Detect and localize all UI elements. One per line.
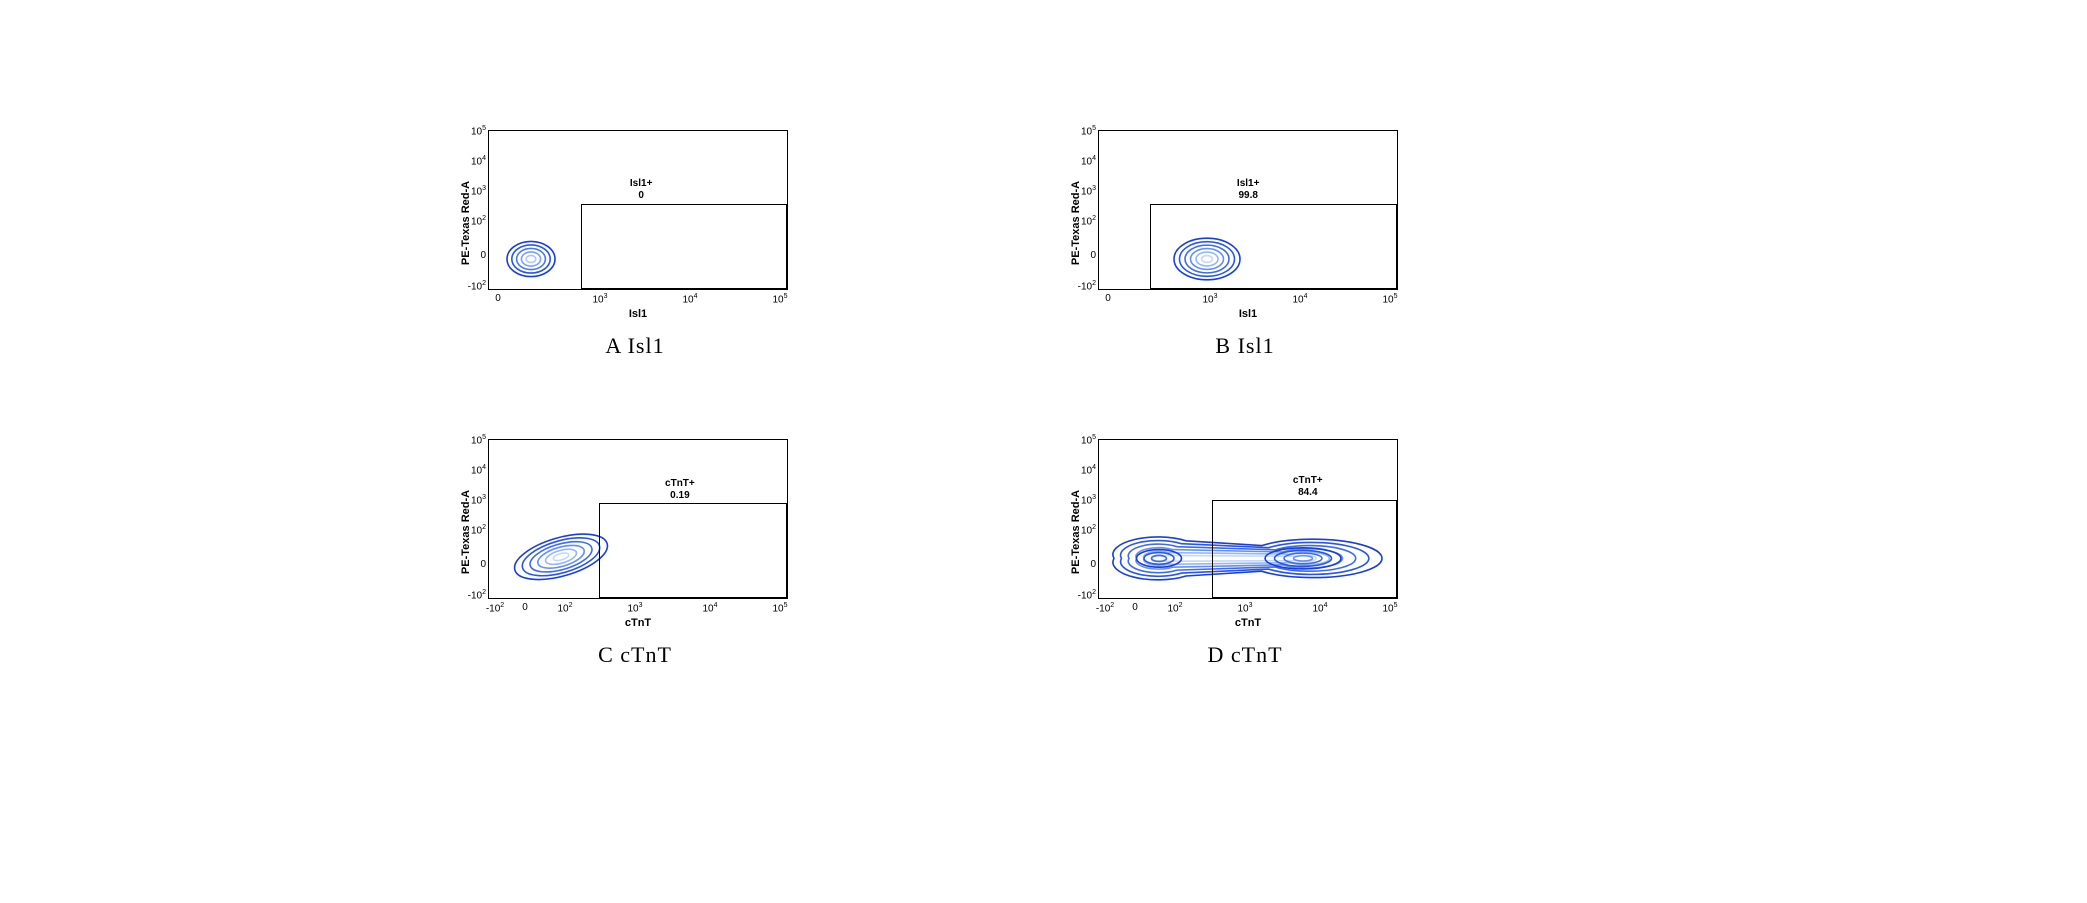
- gate-label-C: cTnT+ 0.19: [650, 478, 710, 502]
- ytick: 0: [1070, 559, 1096, 570]
- xtick: 102: [550, 602, 580, 614]
- ytick: -102: [1070, 589, 1096, 601]
- xtick: 102: [1160, 602, 1190, 614]
- gate-box-A: [581, 204, 787, 289]
- plot-area-B: Isl1+ 99.8: [1098, 130, 1398, 290]
- gate-name: cTnT+: [665, 478, 695, 489]
- ytick: 104: [460, 155, 486, 167]
- xtick: 105: [765, 293, 795, 305]
- ytick: 105: [460, 125, 486, 137]
- ytick: 102: [460, 215, 486, 227]
- ytick: 0: [460, 250, 486, 261]
- xtick: 104: [695, 602, 725, 614]
- xtick: 105: [1375, 602, 1405, 614]
- xtick: -102: [480, 602, 510, 614]
- ytick: -102: [460, 589, 486, 601]
- ytick: 102: [460, 524, 486, 536]
- plot-area-A: Isl1+ 0: [488, 130, 788, 290]
- plot-A: PE-Texas Red-A 105 104 103 102 0 -102 Is…: [430, 130, 800, 315]
- plot-C: PE-Texas Red-A 105 104 103 102 0 -102 cT…: [430, 439, 800, 624]
- ytick: 105: [460, 434, 486, 446]
- gate-label-D: cTnT+ 84.4: [1278, 475, 1338, 499]
- ytick: 105: [1070, 125, 1096, 137]
- xtick: 103: [1195, 293, 1225, 305]
- xlabel-C: cTnT: [488, 617, 788, 629]
- ytick: 103: [1070, 494, 1096, 506]
- panel-A: PE-Texas Red-A 105 104 103 102 0 -102 Is…: [430, 130, 840, 359]
- plot-area-C: cTnT+ 0.19: [488, 439, 788, 599]
- figure-container: PE-Texas Red-A 105 104 103 102 0 -102 Is…: [430, 130, 1530, 748]
- ytick: 104: [1070, 155, 1096, 167]
- xtick: 0: [515, 602, 535, 613]
- panel-C: PE-Texas Red-A 105 104 103 102 0 -102 cT…: [430, 439, 840, 668]
- gate-box-C: [599, 503, 787, 598]
- row-2: PE-Texas Red-A 105 104 103 102 0 -102 cT…: [430, 439, 1530, 668]
- ytick: -102: [1070, 280, 1096, 292]
- panel-D: PE-Texas Red-A 105 104 103 102 0 -102 cT…: [1040, 439, 1450, 668]
- xlabel-D: cTnT: [1098, 617, 1398, 629]
- xlabel-A: Isl1: [488, 308, 788, 320]
- ytick: 102: [1070, 215, 1096, 227]
- plot-B: PE-Texas Red-A 105 104 103 102 0 -102 Is…: [1040, 130, 1410, 315]
- xlabel-B: Isl1: [1098, 308, 1398, 320]
- caption-B: B Isl1: [1040, 333, 1450, 359]
- xtick: 0: [1125, 602, 1145, 613]
- xtick: 104: [675, 293, 705, 305]
- panel-B: PE-Texas Red-A 105 104 103 102 0 -102 Is…: [1040, 130, 1450, 359]
- ytick: 0: [1070, 250, 1096, 261]
- gate-value: 84.4: [1298, 487, 1317, 498]
- gate-value: 0.19: [670, 490, 689, 501]
- gate-name: cTnT+: [1293, 475, 1323, 486]
- gate-label-B: Isl1+ 99.8: [1218, 178, 1278, 202]
- ytick: 103: [1070, 185, 1096, 197]
- ytick: 102: [1070, 524, 1096, 536]
- caption-A: A Isl1: [430, 333, 840, 359]
- xtick: 105: [765, 602, 795, 614]
- xtick: 0: [1098, 293, 1118, 304]
- gate-box-B: [1150, 204, 1397, 289]
- ytick: 104: [1070, 464, 1096, 476]
- ytick: 103: [460, 494, 486, 506]
- ytick: 105: [1070, 434, 1096, 446]
- ytick: 103: [460, 185, 486, 197]
- gate-value: 0: [638, 190, 644, 201]
- plot-D: PE-Texas Red-A 105 104 103 102 0 -102 cT…: [1040, 439, 1410, 624]
- gate-label-A: Isl1+ 0: [611, 178, 671, 202]
- ytick: 104: [460, 464, 486, 476]
- xtick: 103: [585, 293, 615, 305]
- ytick: 0: [460, 559, 486, 570]
- xtick: 105: [1375, 293, 1405, 305]
- xtick: 104: [1285, 293, 1315, 305]
- xtick: 104: [1305, 602, 1335, 614]
- xtick: 0: [488, 293, 508, 304]
- gate-name: Isl1+: [630, 178, 653, 189]
- row-1: PE-Texas Red-A 105 104 103 102 0 -102 Is…: [430, 130, 1530, 359]
- xtick: 103: [620, 602, 650, 614]
- xtick: 103: [1230, 602, 1260, 614]
- caption-D: D cTnT: [1040, 642, 1450, 668]
- gate-name: Isl1+: [1237, 178, 1260, 189]
- xtick: -102: [1090, 602, 1120, 614]
- plot-area-D: cTnT+ 84.4: [1098, 439, 1398, 599]
- gate-value: 99.8: [1238, 190, 1257, 201]
- ytick: -102: [460, 280, 486, 292]
- caption-C: C cTnT: [430, 642, 840, 668]
- gate-box-D: [1212, 500, 1397, 598]
